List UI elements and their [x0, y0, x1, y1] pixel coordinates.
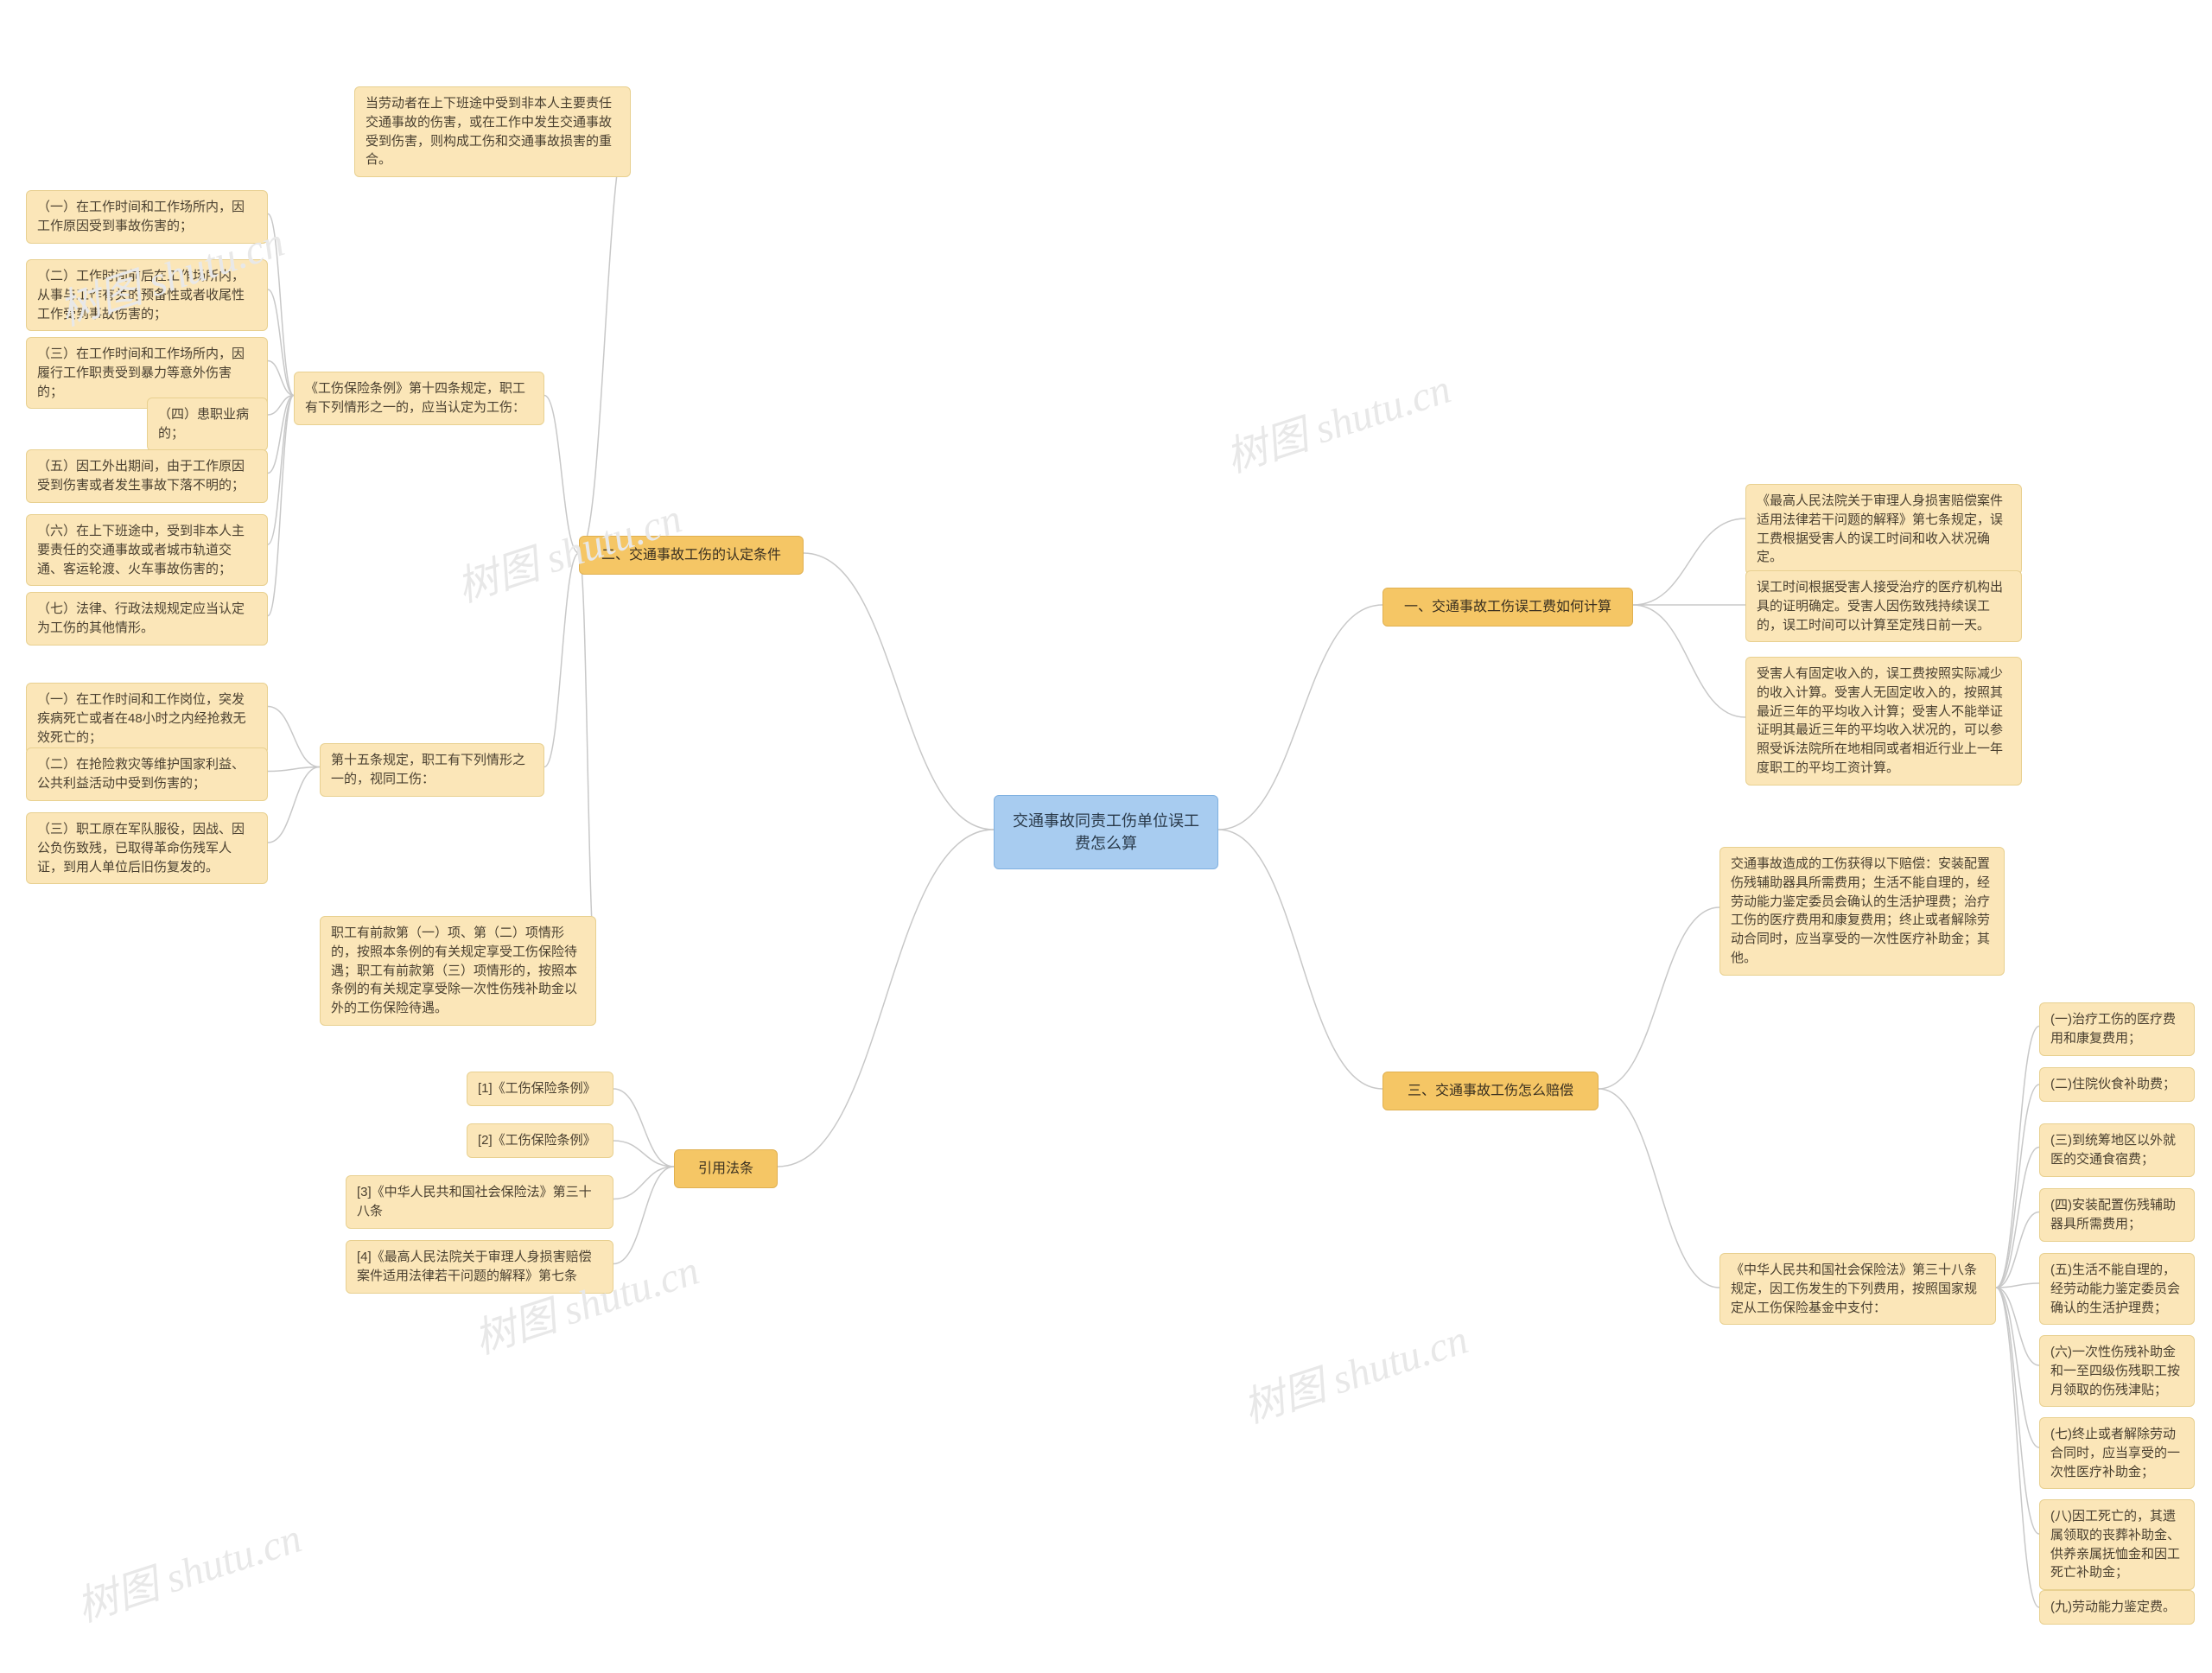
- node-b2_3_3: （三）职工原在军队服役，因战、因公负伤致残，已取得革命伤残军人证，到用人单位后旧…: [26, 812, 268, 884]
- node-b2: 二、交通事故工伤的认定条件: [579, 536, 804, 575]
- connector: [1996, 1288, 2039, 1447]
- node-b3: 三、交通事故工伤怎么赔偿: [1382, 1072, 1599, 1110]
- node-b1: 一、交通事故工伤误工费如何计算: [1382, 588, 1633, 627]
- connector: [268, 361, 294, 396]
- node-b2_2: 《工伤保险条例》第十四条规定，职工有下列情形之一的，应当认定为工伤：: [294, 372, 544, 425]
- connector: [1599, 907, 1719, 1089]
- node-b3_2_9: (九)劳动能力鉴定费。: [2039, 1590, 2195, 1625]
- connector: [268, 396, 294, 545]
- node-b4_3: [3]《中华人民共和国社会保险法》第三十八条: [346, 1175, 613, 1229]
- node-b4_2: [2]《工伤保险条例》: [467, 1123, 613, 1158]
- connector: [1996, 1212, 2039, 1288]
- connector: [1996, 1148, 2039, 1288]
- node-b3_2_1: (一)治疗工伤的医疗费用和康复费用；: [2039, 1002, 2195, 1056]
- connector: [613, 1089, 674, 1167]
- node-b4_1: [1]《工伤保险条例》: [467, 1072, 613, 1106]
- node-b1_2: 误工时间根据受害人接受治疗的医疗机构出具的证明确定。受害人因伤致残持续误工的，误…: [1745, 570, 2022, 642]
- node-b3_2: 《中华人民共和国社会保险法》第三十八条规定，因工伤发生的下列费用，按照国家规定从…: [1719, 1253, 1996, 1325]
- connector: [778, 830, 994, 1167]
- connector: [1996, 1288, 2039, 1365]
- connector: [804, 553, 994, 830]
- connector: [544, 396, 579, 554]
- node-b2_2_4: （四）患职业病的；: [147, 398, 268, 451]
- connector: [268, 289, 294, 396]
- node-b2_3_1: （一）在工作时间和工作岗位，突发疾病死亡或者在48小时之内经抢救无效死亡的；: [26, 683, 268, 754]
- node-center: 交通事故同责工伤单位误工费怎么算: [994, 795, 1218, 869]
- connector: [268, 707, 320, 767]
- watermark: 树图 shutu.cn: [1234, 1305, 1474, 1434]
- node-b2_2_7: （七）法律、行政法规规定应当认定为工伤的其他情形。: [26, 592, 268, 646]
- node-b2_3: 第十五条规定，职工有下列情形之一的，视同工伤：: [320, 743, 544, 797]
- node-b2_2_5: （五）因工外出期间，由于工作原因受到伤害或者发生事故下落不明的；: [26, 449, 268, 503]
- watermark: 树图 shutu.cn: [67, 1504, 308, 1633]
- watermark: 树图 shutu.cn: [1217, 354, 1457, 484]
- connector: [268, 767, 320, 843]
- node-b1_1: 《最高人民法院关于审理人身损害赔偿案件适用法律若干问题的解释》第七条规定，误工费…: [1745, 484, 2022, 575]
- connector: [268, 396, 294, 416]
- node-b3_2_6: (六)一次性伤残补助金和一至四级伤残职工按月领取的伤残津贴；: [2039, 1335, 2195, 1407]
- node-b3_2_5: (五)生活不能自理的，经劳动能力鉴定委员会确认的生活护理费；: [2039, 1253, 2195, 1325]
- node-b3_2_7: (七)终止或者解除劳动合同时，应当享受的一次性医疗补助金；: [2039, 1417, 2195, 1489]
- connector: [1633, 518, 1745, 605]
- node-b2_2_6: （六）在上下班途中，受到非本人主要责任的交通事故或者城市轨道交通、客运轮渡、火车…: [26, 514, 268, 586]
- node-b3_2_3: (三)到统筹地区以外就医的交通食宿费；: [2039, 1123, 2195, 1177]
- connector: [1996, 1288, 2039, 1534]
- connector: [1996, 1283, 2039, 1288]
- node-b3_1: 交通事故造成的工伤获得以下赔偿：安装配置伤残辅助器具所需费用；生活不能自理的，经…: [1719, 847, 2005, 976]
- connector: [544, 553, 579, 767]
- connector: [613, 1141, 674, 1167]
- connector: [579, 121, 631, 553]
- node-b2_3_2: （二）在抢险救灾等维护国家利益、公共利益活动中受到伤害的；: [26, 747, 268, 801]
- node-b4_4: [4]《最高人民法院关于审理人身损害赔偿案件适用法律若干问题的解释》第七条: [346, 1240, 613, 1294]
- connector: [613, 1167, 674, 1264]
- connector: [1633, 605, 1745, 717]
- connector: [579, 553, 596, 968]
- connector: [1218, 605, 1382, 830]
- node-b2_2_1: （一）在工作时间和工作场所内，因工作原因受到事故伤害的；: [26, 190, 268, 244]
- node-b4: 引用法条: [674, 1149, 778, 1188]
- node-b3_2_2: (二)住院伙食补助费；: [2039, 1067, 2195, 1102]
- node-b1_3: 受害人有固定收入的，误工费按照实际减少的收入计算。受害人无固定收入的，按照其最近…: [1745, 657, 2022, 786]
- connector: [268, 767, 320, 772]
- node-b3_2_4: (四)安装配置伤残辅助器具所需费用；: [2039, 1188, 2195, 1242]
- connector: [1996, 1288, 2039, 1607]
- connector: [268, 214, 294, 396]
- connector: [1996, 1085, 2039, 1288]
- node-b3_2_8: (八)因工死亡的，其遗属领取的丧葬补助金、供养亲属抚恤金和因工死亡补助金；: [2039, 1499, 2195, 1590]
- connector: [613, 1167, 674, 1199]
- node-b2_1: 当劳动者在上下班途中受到非本人主要责任交通事故的伤害，或在工作中发生交通事故受到…: [354, 86, 631, 177]
- connector: [268, 396, 294, 616]
- connector: [268, 396, 294, 474]
- node-b2_2_2: （二）工作时间前后在工作场所内，从事与工作有关的预备性或者收尾性工作受到事故伤害…: [26, 259, 268, 331]
- connector: [1218, 830, 1382, 1089]
- node-b2_4: 职工有前款第（一）项、第（二）项情形的，按照本条例的有关规定享受工伤保险待遇；职…: [320, 916, 596, 1026]
- connector: [1599, 1089, 1719, 1288]
- connector: [1996, 1027, 2039, 1288]
